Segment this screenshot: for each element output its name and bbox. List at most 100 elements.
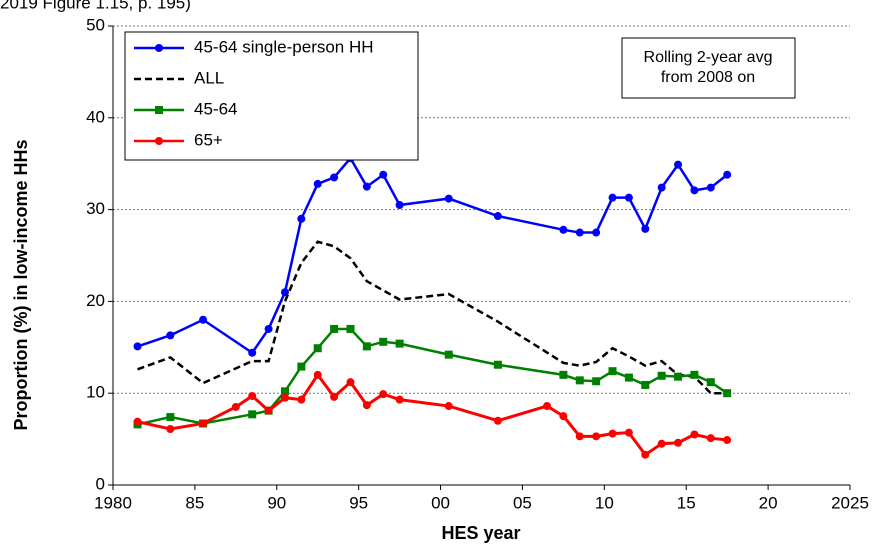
data-point <box>559 412 568 421</box>
data-point <box>723 170 732 179</box>
data-point <box>706 183 715 192</box>
annotation-box <box>621 37 796 99</box>
annotation-text: from 2008 on <box>661 69 755 86</box>
data-point <box>690 430 699 439</box>
data-point <box>362 342 371 351</box>
note: 2019 Figure 1.15, p. 195) <box>0 0 191 12</box>
legend-marker <box>155 44 163 52</box>
data-point <box>379 337 388 346</box>
legend: 45-64 single-person HH ALL 45-64 65+ <box>124 31 419 161</box>
data-point <box>313 179 322 188</box>
data-point <box>313 344 322 353</box>
legend-label: ALL <box>194 68 224 87</box>
data-point <box>313 370 322 379</box>
x-tick-label: 10 <box>595 493 614 512</box>
data-point <box>444 194 453 203</box>
x-tick-label: 95 <box>349 493 368 512</box>
data-point <box>657 371 666 380</box>
legend-marker <box>155 106 163 114</box>
data-point <box>641 450 650 459</box>
data-point <box>592 228 601 237</box>
legend-marker <box>155 137 163 145</box>
y-tick-label: 20 <box>86 291 105 310</box>
data-point <box>559 370 568 379</box>
x-tick-label: 85 <box>185 493 204 512</box>
data-point <box>362 401 371 410</box>
y-tick-label: 40 <box>86 107 105 126</box>
annotation: Rolling 2-year avg from 2008 on <box>621 37 796 99</box>
annotation-text: Rolling 2-year avg <box>644 49 773 66</box>
data-point <box>559 225 568 234</box>
data-point <box>133 417 142 426</box>
data-point <box>199 419 208 428</box>
data-point <box>592 432 601 441</box>
data-point <box>674 160 683 169</box>
data-point <box>575 432 584 441</box>
data-point <box>706 434 715 443</box>
data-point <box>330 324 339 333</box>
y-tick-label: 50 <box>86 15 105 34</box>
series <box>137 240 728 395</box>
data-point <box>641 224 650 233</box>
data-point <box>444 350 453 359</box>
data-point <box>346 324 355 333</box>
data-point <box>706 378 715 387</box>
y-tick-label: 30 <box>86 199 105 218</box>
data-point <box>690 186 699 195</box>
data-point <box>330 173 339 182</box>
series <box>133 370 732 459</box>
data-point <box>493 360 502 369</box>
data-point <box>248 391 257 400</box>
data-point <box>248 410 257 419</box>
legend-label: 45-64 <box>194 99 237 118</box>
data-point <box>608 367 617 376</box>
data-point <box>641 380 650 389</box>
data-point <box>248 348 257 357</box>
data-point <box>608 193 617 202</box>
series-line <box>137 372 728 457</box>
data-point <box>346 378 355 387</box>
data-point <box>575 376 584 385</box>
data-point <box>395 201 404 210</box>
data-point <box>723 436 732 445</box>
data-point <box>674 438 683 447</box>
x-tick-label: 15 <box>677 493 696 512</box>
data-point <box>166 425 175 434</box>
y-tick-label: 10 <box>86 383 105 402</box>
data-point <box>575 228 584 237</box>
x-tick-label: 2025 <box>831 493 869 512</box>
series-line <box>137 327 728 426</box>
y-tick-label: 0 <box>96 474 105 493</box>
y-axis-label: Proportion (%) in low-income HHs <box>11 140 31 431</box>
data-point <box>199 315 208 324</box>
data-point <box>166 331 175 340</box>
x-tick-label: 05 <box>513 493 532 512</box>
data-point <box>493 212 502 221</box>
data-point <box>264 406 273 415</box>
data-point <box>133 342 142 351</box>
data-point <box>297 362 306 371</box>
x-tick-label: 90 <box>267 493 286 512</box>
data-point <box>543 402 552 411</box>
data-point <box>395 339 404 348</box>
data-point <box>362 182 371 191</box>
data-point <box>493 416 502 425</box>
series-line <box>137 156 728 355</box>
series-line <box>137 240 728 395</box>
data-point <box>395 395 404 404</box>
data-point <box>297 214 306 223</box>
data-point <box>624 373 633 382</box>
data-point <box>280 393 289 402</box>
data-point <box>379 170 388 179</box>
data-point <box>330 392 339 401</box>
data-point <box>166 413 175 422</box>
legend-box <box>124 31 419 161</box>
data-point <box>444 402 453 411</box>
series <box>133 154 732 357</box>
data-point <box>231 402 240 411</box>
data-point <box>264 324 273 333</box>
data-point <box>592 377 601 386</box>
data-point <box>674 372 683 381</box>
